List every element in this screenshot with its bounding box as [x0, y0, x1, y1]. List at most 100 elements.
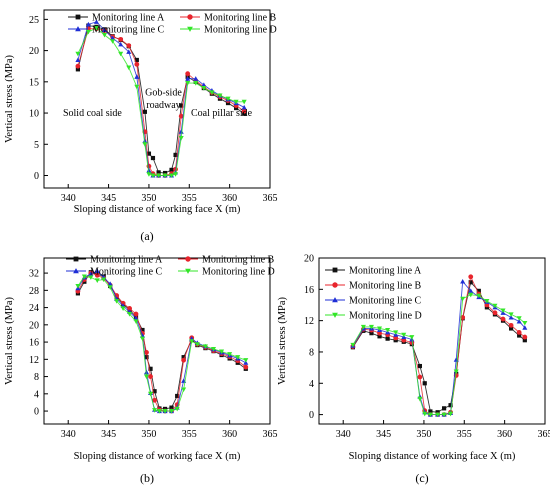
data-point	[142, 138, 148, 144]
x-tick-label: 365	[538, 429, 550, 440]
legend-swatch-marker	[73, 256, 79, 262]
x-tick-label: 365	[263, 193, 278, 204]
legend-item: Monitoring line B	[325, 281, 422, 292]
legend-swatch-marker	[332, 282, 338, 288]
data-point	[508, 322, 514, 328]
data-point	[225, 96, 231, 102]
data-point	[133, 315, 139, 321]
data-point	[517, 333, 522, 338]
x-tick-label: 340	[61, 193, 76, 204]
data-point	[468, 274, 474, 280]
data-point	[150, 155, 156, 161]
data-point	[468, 288, 474, 293]
data-point	[169, 167, 174, 172]
data-point	[178, 113, 184, 119]
data-point	[169, 405, 174, 410]
legend-item: Monitoring line D	[180, 25, 277, 36]
data-point	[422, 381, 427, 386]
data-point	[181, 355, 186, 360]
series-line	[77, 276, 246, 412]
y-tick-label: 8	[309, 347, 314, 358]
data-point	[162, 173, 168, 179]
data-point	[409, 335, 415, 340]
legend-swatch-marker	[73, 268, 79, 274]
data-point	[509, 326, 514, 331]
y-tick-label: 12	[29, 355, 39, 366]
data-point	[185, 81, 191, 86]
x-tick-label: 365	[263, 429, 278, 440]
data-point	[173, 172, 179, 177]
data-point	[178, 129, 184, 134]
y-tick-label: 20	[304, 254, 314, 265]
y-tick-label: 28	[29, 286, 39, 297]
data-point	[460, 296, 466, 302]
data-point	[492, 310, 498, 316]
data-point	[156, 173, 162, 179]
legend-label: Monitoring line A	[349, 266, 422, 277]
data-point	[175, 393, 180, 399]
data-point	[181, 357, 187, 363]
data-point	[94, 268, 100, 273]
data-point	[217, 93, 223, 99]
legend-item: Monitoring line C	[68, 25, 165, 36]
data-point	[468, 280, 473, 285]
data-point	[133, 319, 139, 324]
data-point	[81, 274, 87, 280]
x-tick-label: 340	[61, 429, 76, 440]
y-tick-label: 4	[309, 379, 314, 390]
y-tick-label: 0	[34, 407, 39, 418]
data-point	[94, 272, 100, 278]
data-point	[152, 397, 157, 403]
data-point	[93, 19, 99, 24]
data-point	[134, 61, 140, 67]
data-point	[156, 409, 162, 414]
data-point	[88, 271, 94, 276]
legend-item: Monitoring line C	[66, 267, 163, 278]
panel-label: (a)	[140, 229, 153, 243]
x-axis-title: Sloping distance of working face X (m)	[349, 451, 516, 462]
series-line	[77, 272, 247, 412]
y-tick-label: 4	[34, 389, 39, 400]
data-point	[522, 338, 527, 343]
legend-item: Monitoring line D	[325, 311, 422, 322]
data-point	[85, 21, 91, 27]
data-point	[126, 43, 132, 48]
data-point	[209, 90, 215, 95]
data-point	[169, 173, 175, 179]
legend-item: Monitoring line C	[325, 296, 422, 307]
data-point	[126, 49, 132, 54]
chart-panel-3: 340 345 350 355 360 365 0 4 8 12 16 20 Sloping dista…	[277, 254, 550, 486]
data-point	[427, 412, 433, 418]
data-point	[93, 26, 99, 31]
data-point	[508, 312, 514, 317]
data-point	[492, 303, 498, 309]
data-point	[368, 324, 374, 330]
x-tick-label: 345	[376, 429, 391, 440]
annotation: Solid coal side	[63, 108, 122, 119]
data-point	[417, 374, 423, 380]
series-monitoring-line-d	[75, 26, 247, 179]
legend-item: Monitoring line A	[68, 13, 165, 24]
data-point	[139, 336, 145, 342]
data-point	[428, 409, 433, 414]
data-point	[417, 363, 422, 369]
x-tick-label: 350	[141, 429, 156, 440]
data-point	[107, 281, 113, 286]
data-point	[75, 63, 81, 69]
plot-frame	[318, 257, 546, 425]
data-point	[210, 346, 217, 352]
data-point	[468, 292, 474, 298]
y-tick-label: 20	[29, 320, 39, 331]
y-axis-title: Vertical stress (MPa)	[4, 54, 15, 143]
data-point	[393, 330, 399, 335]
data-point	[85, 29, 91, 35]
legend-label: Monitoring line A	[90, 255, 163, 266]
data-point	[377, 326, 383, 331]
x-tick-label: 355	[182, 193, 197, 204]
y-tick-label: 15	[29, 77, 39, 88]
legend-label: Monitoring line A	[92, 13, 165, 24]
data-point	[508, 314, 514, 320]
y-tick-label: 0	[309, 410, 314, 421]
